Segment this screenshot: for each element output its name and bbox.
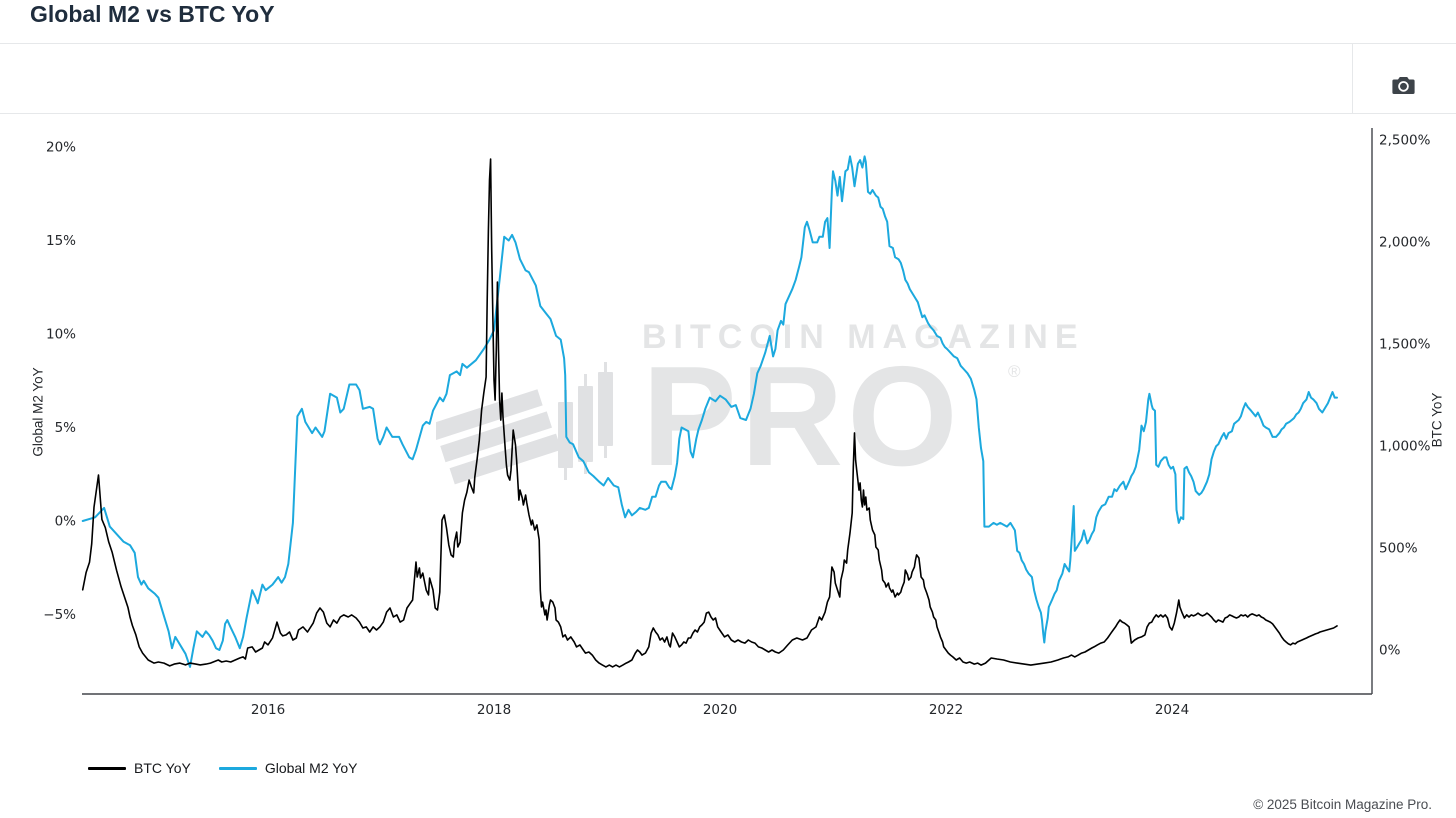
download-snapshot-button[interactable] <box>1387 74 1419 102</box>
svg-text:20%: 20% <box>46 140 76 156</box>
camera-icon <box>1391 75 1416 101</box>
legend-item-btc-yoy[interactable]: BTC YoY <box>88 760 191 776</box>
page-title: Global M2 vs BTC YoY <box>30 1 275 27</box>
svg-text:5%: 5% <box>55 420 77 436</box>
toolbar-separator <box>1352 44 1353 113</box>
legend-label: Global M2 YoY <box>264 760 358 776</box>
svg-text:0%: 0% <box>1379 643 1401 659</box>
svg-text:1,000%: 1,000% <box>1379 439 1431 455</box>
svg-text:500%: 500% <box>1379 541 1418 557</box>
svg-text:2,500%: 2,500% <box>1379 133 1431 149</box>
svg-text:10%: 10% <box>46 327 76 343</box>
svg-text:−5%: −5% <box>43 607 76 623</box>
legend-item-global-m2-yoy[interactable]: Global M2 YoY <box>218 760 358 776</box>
svg-text:0%: 0% <box>55 514 77 530</box>
svg-text:2016: 2016 <box>251 702 285 718</box>
global-m2-yoy-line-swatch <box>218 766 257 770</box>
copyright-text: © 2025 Bitcoin Magazine Pro. <box>1253 797 1432 812</box>
svg-text:2024: 2024 <box>1155 702 1189 718</box>
svg-text:2020: 2020 <box>703 702 737 718</box>
legend: BTC YoY Global M2 YoY <box>88 760 357 776</box>
legend-label: BTC YoY <box>134 760 191 776</box>
btc-yoy-line-swatch <box>88 766 126 770</box>
svg-text:2018: 2018 <box>477 702 511 718</box>
svg-text:1,500%: 1,500% <box>1379 337 1431 353</box>
right-axis-title: BTC YoY <box>1429 392 1445 448</box>
svg-text:15%: 15% <box>46 233 76 249</box>
toolbar-divider <box>0 113 1456 114</box>
left-axis-title: Global M2 YoY <box>30 367 46 457</box>
header-divider <box>0 43 1456 44</box>
svg-text:2,000%: 2,000% <box>1379 235 1431 251</box>
svg-text:2022: 2022 <box>929 702 963 718</box>
